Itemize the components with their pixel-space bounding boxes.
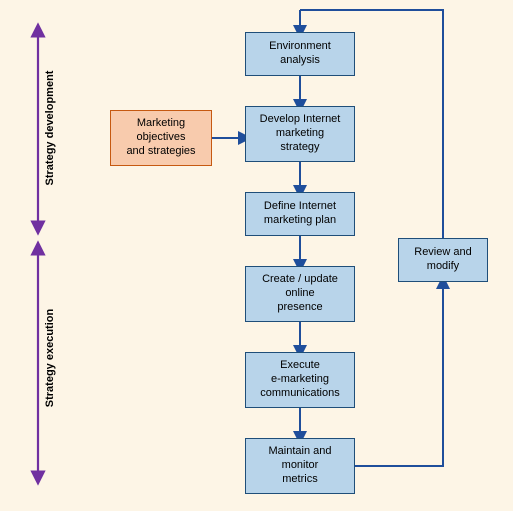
flow-node-execmkt: Execute e-marketing communications <box>245 352 355 408</box>
section-label-dev: Strategy development <box>44 48 56 208</box>
flow-node-label: Maintain and monitor metrics <box>269 445 332 486</box>
section-label-exec: Strategy execution <box>44 278 56 438</box>
flow-node-label: Develop Internet marketing strategy <box>260 113 341 154</box>
flow-node-obj: Marketing objectives and strategies <box>110 110 212 166</box>
flow-node-maintain: Maintain and monitor metrics <box>245 438 355 494</box>
flow-node-strategy: Develop Internet marketing strategy <box>245 106 355 162</box>
flow-node-env: Environment analysis <box>245 32 355 76</box>
flow-node-plan: Define Internet marketing plan <box>245 192 355 236</box>
flow-node-label: Execute e-marketing communications <box>260 359 339 400</box>
flow-node-label: Marketing objectives and strategies <box>126 117 195 158</box>
flow-node-label: Create / update online presence <box>262 273 338 314</box>
flow-node-label: Review and modify <box>414 246 471 274</box>
flow-node-label: Define Internet marketing plan <box>264 200 336 228</box>
flow-node-presence: Create / update online presence <box>245 266 355 322</box>
flow-edge <box>355 282 443 466</box>
flow-node-review: Review and modify <box>398 238 488 282</box>
flow-node-label: Environment analysis <box>269 40 331 68</box>
flowchart-canvas: Environment analysis Marketing objectives… <box>0 0 513 511</box>
